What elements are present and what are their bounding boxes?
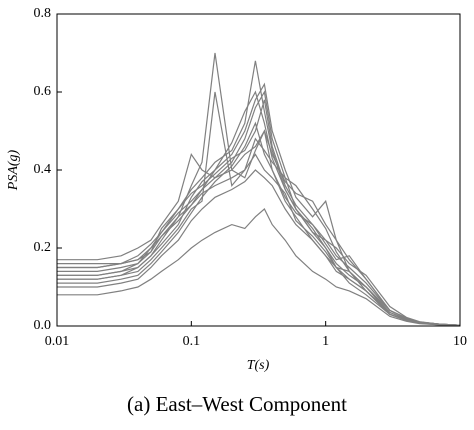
y-tick-label: 0.6 [34, 84, 52, 99]
series-line [57, 169, 461, 327]
series-line [57, 60, 461, 326]
series-line [57, 90, 461, 326]
y-axis-label: PSA(g) [6, 149, 21, 191]
y-tick-label: 0.0 [34, 318, 52, 333]
series-line [57, 208, 461, 327]
x-tick-label: 1 [322, 334, 329, 349]
plot-frame [56, 13, 461, 327]
y-tick-label: 0.4 [34, 162, 52, 177]
series-line [57, 121, 461, 326]
caption: (a) East–West Component [127, 392, 347, 416]
series-line [57, 91, 461, 326]
y-tick-label: 0.8 [34, 6, 52, 21]
x-axis-label: T(s) [247, 358, 270, 373]
series-line [57, 137, 461, 326]
x-tick-label: 10 [453, 334, 467, 349]
x-tick-label: 0.1 [183, 334, 201, 349]
series-line [57, 90, 461, 326]
y-tick-label: 0.2 [34, 240, 52, 255]
x-tick-label: 0.01 [45, 334, 70, 349]
